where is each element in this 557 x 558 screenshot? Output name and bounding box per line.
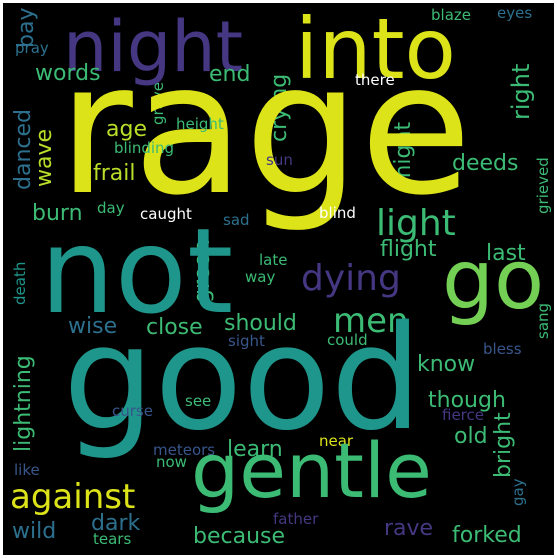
word-rave: rave [384,516,433,541]
word-not: not [40,202,233,340]
word-sun: sun [266,151,293,169]
word-green: green [190,239,215,303]
word-right: right [507,64,535,120]
word-fierce: fierce [442,406,484,424]
word-words: words [35,61,101,86]
word-into: into [295,0,456,98]
word-there: there [355,71,395,89]
word-dark: dark [91,511,140,536]
word-sang: sang [534,303,552,339]
word-see: see [185,392,211,410]
word-grieved: grieved [534,157,552,214]
word-crying: crying [267,74,292,142]
word-old: old [454,424,488,449]
word-grave: grave [149,82,167,125]
word-gay: gay [509,478,527,506]
word-tears: tears [93,530,131,548]
word-curse: curse [112,402,153,420]
word-danced: danced [11,109,36,190]
word-father: father [273,510,319,528]
word-caught: caught [140,205,192,223]
word-now: now [156,453,187,471]
word-go: go [442,233,544,328]
word-age: age [106,117,147,142]
word-could: could [327,331,368,349]
word-men: men [333,301,409,341]
word-lightning: lightning [11,355,36,452]
word-end: end [209,62,250,87]
word-flight: flight [380,237,437,262]
cloud-background [3,3,554,555]
word-dying: dying [301,258,401,299]
word-eyes: eyes [497,4,532,22]
word-learn: learn [227,437,283,462]
word-because: because [193,524,285,549]
word-night: night [63,6,243,88]
word-like: like [14,461,40,479]
word-death: death [11,262,29,305]
word-might: might [391,122,416,186]
word-way: way [245,268,275,286]
word-forked: forked [452,523,522,548]
word-wise: wise [68,314,117,339]
word-light: light [376,203,456,244]
word-burn: burn [32,201,83,226]
word-frail: frail [93,161,136,186]
word-though: though [428,388,506,413]
word-height: height [176,115,224,133]
word-blinding: blinding [114,139,174,157]
word-bless: bless [483,340,522,358]
word-close: close [146,315,203,340]
word-last: last [486,241,526,266]
word-near: near [319,432,354,450]
word-sight: sight [228,332,265,350]
word-pray: pray [15,39,49,57]
word-bay: bay [14,8,39,48]
word-know: know [417,352,475,377]
word-wave: wave [32,129,57,187]
word-should: should [224,311,297,336]
word-meteors: meteors [153,441,215,459]
word-blind: blind [319,204,356,222]
word-late: late [259,251,287,269]
word-wild: wild [12,519,56,544]
word-sad: sad [223,211,250,229]
word-good: good [63,294,422,462]
word-against: against [10,477,135,517]
word-blaze: blaze [431,6,471,24]
word-bright: bright [491,412,516,478]
word-deeds: deeds [452,151,518,176]
word-gentle: gentle [191,426,432,515]
word-rage: rage [58,23,472,235]
word-day: day [97,199,125,217]
